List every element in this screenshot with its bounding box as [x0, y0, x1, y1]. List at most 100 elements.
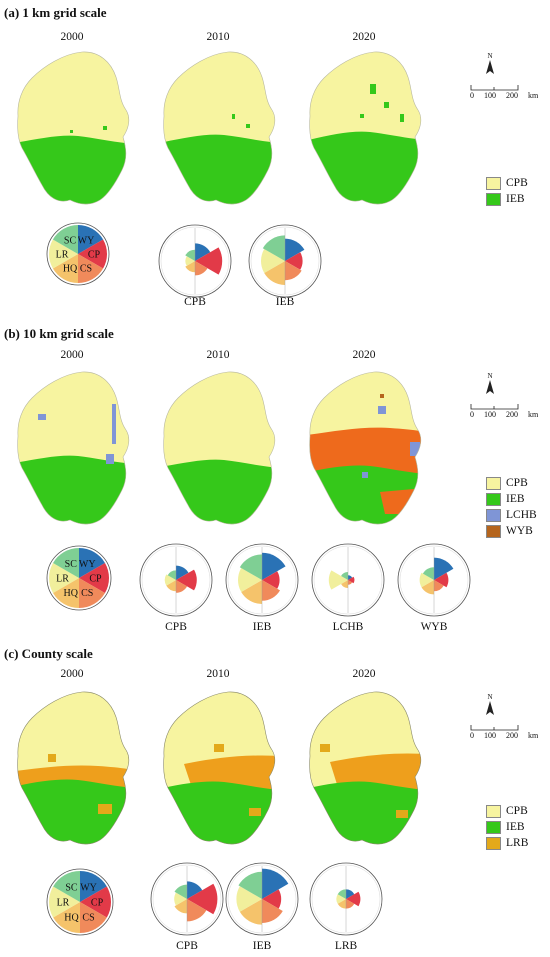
scale-bar-a: 0 100 200 km: [470, 85, 538, 100]
rose-petal-sc: [238, 871, 262, 899]
rose-inner-ring: [152, 864, 222, 934]
year-label: 2010: [206, 31, 230, 43]
map-a-2010: [163, 51, 276, 205]
legend-c: CPB IEB LRB: [486, 803, 528, 851]
key-sector-label: LR: [56, 574, 69, 585]
rose-c-lrb: [309, 862, 383, 936]
rose-c-ieb: [225, 862, 299, 936]
year-label: 2010: [206, 349, 230, 361]
legend-item: WYB: [486, 523, 537, 539]
key-sector-label: CP: [89, 574, 102, 585]
rose-petal-lr: [185, 256, 195, 266]
rose-petal-hq: [337, 899, 346, 909]
rose-petal-sc: [174, 884, 187, 899]
rose-petal-lr: [328, 570, 348, 590]
rose-label: WYB: [420, 621, 448, 633]
key-sector-wy: [78, 225, 104, 254]
rose-petal-cp: [348, 576, 355, 584]
rose-petal-cp: [176, 569, 197, 591]
key-sector-hq: [52, 254, 78, 283]
year-label: 2000: [60, 349, 84, 361]
rose-petal-lr: [174, 892, 187, 906]
rose-petal-hq: [185, 261, 195, 273]
rose-b-lchb: [311, 543, 385, 617]
map-b-2010: [163, 371, 276, 525]
rose-petal-wy: [434, 557, 454, 580]
legend-item: CPB: [486, 803, 528, 819]
rose-label: LCHB: [332, 621, 364, 633]
rose-petal-wy: [346, 889, 355, 899]
rose-petal-cp: [262, 889, 282, 909]
rose-petal-hq: [264, 261, 285, 285]
key-sector-lr: [49, 239, 78, 269]
rose-petal-wy: [176, 565, 189, 580]
legend-item: IEB: [486, 191, 528, 207]
year-label: 2020: [352, 349, 376, 361]
rose-inner-ring: [313, 545, 383, 615]
legend-b: CPB IEB LCHB WYB: [486, 475, 537, 539]
rose-inner-ring: [250, 226, 320, 296]
rose-petal-sc: [341, 572, 348, 580]
rose-inner-ring: [227, 864, 297, 934]
legend-item: IEB: [486, 491, 537, 507]
key-sector-lr: [48, 886, 80, 918]
rose-outer-ring: [225, 862, 299, 936]
rose-petal-lr: [261, 249, 285, 273]
rose-petal-wy: [285, 238, 305, 261]
rose-outer-ring: [309, 862, 383, 936]
rose-petal-sc: [262, 235, 285, 261]
key-sector-label: HQ: [64, 912, 79, 923]
rose-petal-wy: [262, 552, 286, 580]
legend-item: CPB: [486, 475, 537, 491]
key-sector-wy: [80, 871, 107, 902]
key-sector-label: HQ: [64, 588, 79, 599]
rose-petal-cp: [434, 572, 449, 588]
key-sector-sc: [52, 225, 78, 254]
map-b-2000: [17, 371, 130, 525]
rose-petal-hq: [174, 899, 187, 914]
map-a-2000: [17, 51, 130, 205]
map-a-2020: [309, 51, 422, 205]
rose-inner-ring: [160, 226, 230, 296]
rose-b-ieb: [225, 543, 299, 617]
rose-petal-hq: [241, 580, 262, 604]
key-sector-label: LR: [56, 250, 69, 261]
rose-petal-lr: [238, 568, 262, 592]
key-sector-cs: [79, 578, 105, 608]
rose-petal-cp: [195, 247, 223, 275]
key-sector-sc: [53, 871, 80, 902]
rose-outer-ring: [139, 543, 213, 617]
rose-petal-hq: [166, 580, 176, 592]
rose-petal-cs: [262, 899, 283, 923]
north-arrow-b: N: [470, 372, 510, 396]
map-c-2000: [17, 691, 130, 845]
rose-b-cpb: [139, 543, 213, 617]
key-sector-label: CS: [81, 588, 93, 599]
rose-label: IEB: [252, 621, 272, 633]
rose-petal-wy: [187, 881, 203, 899]
rose-petal-cs: [434, 580, 444, 592]
year-label: 2000: [60, 31, 84, 43]
rose-inner-ring: [399, 545, 469, 615]
rose-petal-cs: [195, 261, 208, 276]
key-sector-sc: [53, 548, 79, 578]
north-arrow-c: N: [470, 693, 510, 717]
rose-outer-ring: [248, 224, 322, 298]
legend-a: CPB IEB: [486, 175, 528, 207]
year-label: 2020: [352, 668, 376, 680]
rose-label: CPB: [184, 296, 206, 308]
key-sector-label: HQ: [63, 263, 78, 274]
rose-petal-cs: [285, 261, 302, 281]
rose-petal-cs: [187, 899, 207, 922]
key-sector-hq: [53, 902, 80, 933]
rose-petal-cp: [187, 883, 218, 915]
key-sector-label: SC: [64, 236, 77, 247]
rose-label: CPB: [176, 940, 198, 952]
rose-petal-hq: [239, 899, 262, 925]
scale-bar-b: 0 100 200 km: [470, 404, 538, 419]
rose-petal-cp: [346, 891, 361, 907]
rose-petal-sc: [167, 570, 176, 580]
section-a-title: (a) 1 km grid scale: [4, 5, 107, 20]
